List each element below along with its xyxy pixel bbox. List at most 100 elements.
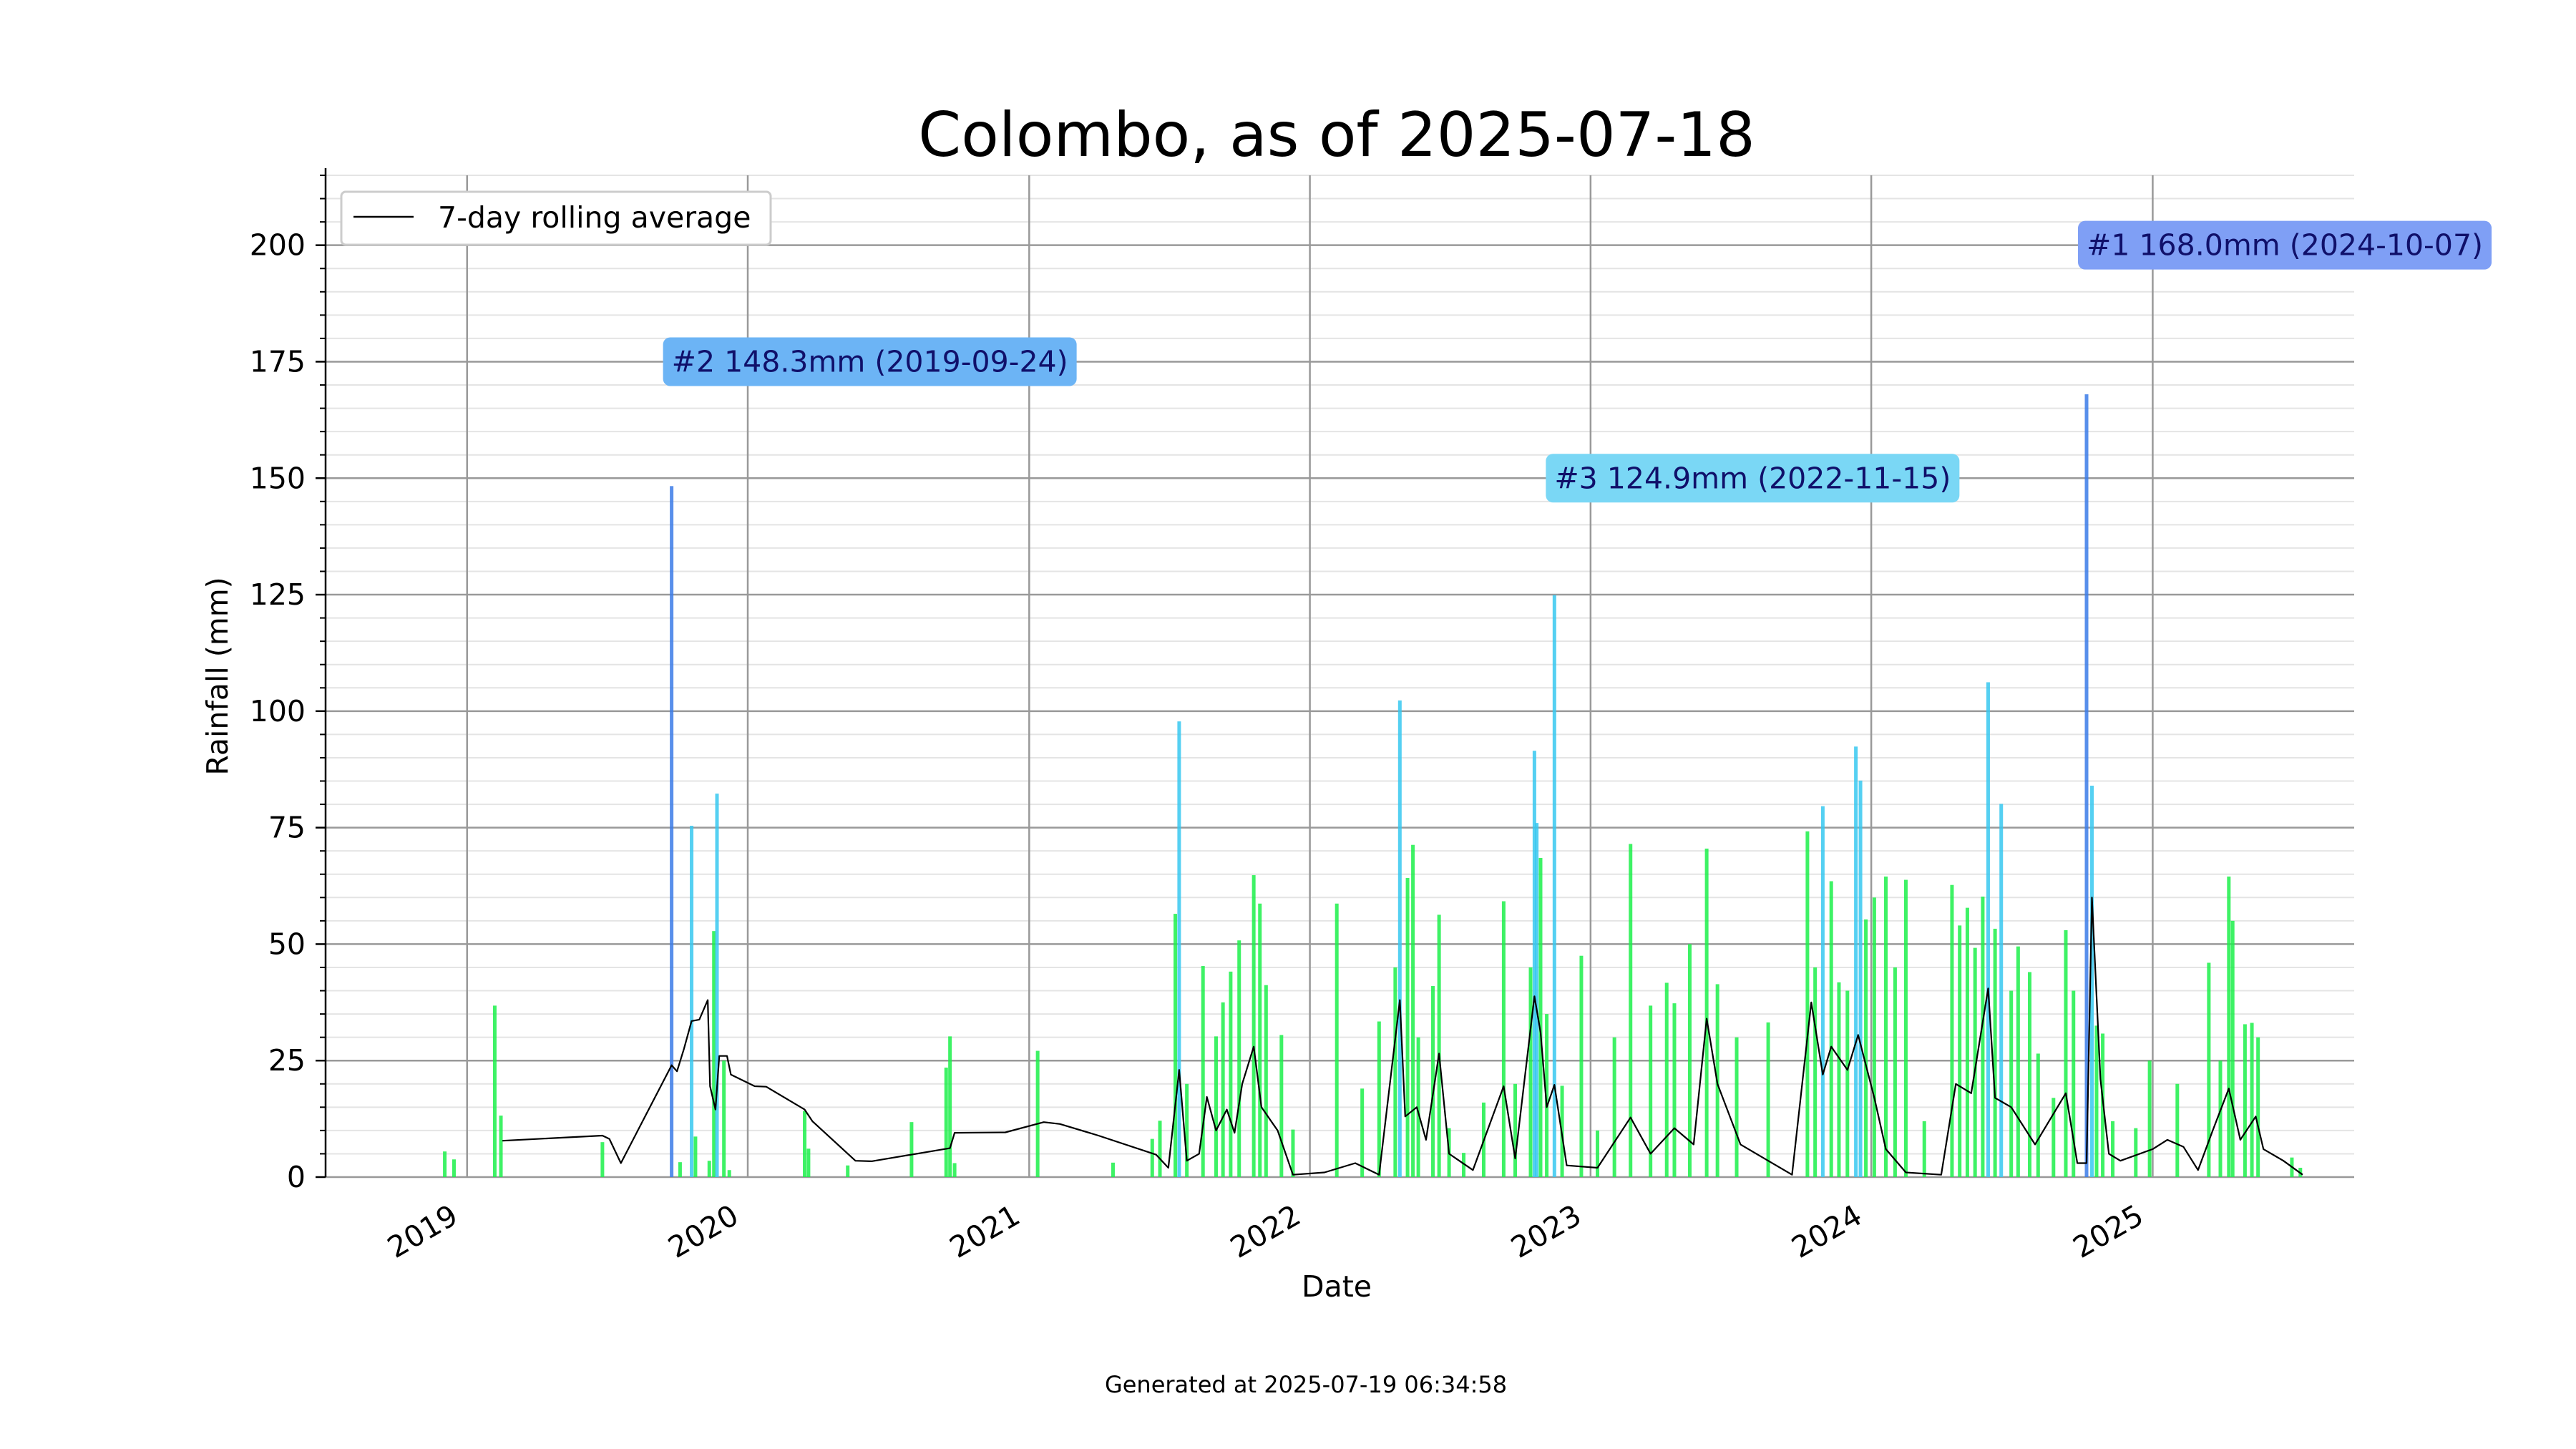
rainfall-bar <box>727 1170 731 1177</box>
rainfall-bar <box>1174 914 1178 1177</box>
chart-title: Colombo, as of 2025-07-18 <box>918 99 1755 171</box>
legend-label-rolling-average: 7-day rolling average <box>438 200 751 235</box>
generated-footer: Generated at 2025-07-19 06:34:58 <box>1105 1371 1507 1398</box>
rainfall-bar <box>1405 877 1410 1177</box>
rainfall-bar <box>1649 1005 1653 1177</box>
rainfall-bar <box>2064 930 2068 1177</box>
rainfall-bar <box>693 1136 698 1177</box>
rainfall-bar <box>1035 1050 1040 1177</box>
top-rainfall-annotations: #1 168.0mm (2024-10-07) #2 148.3mm (2019-… <box>663 220 2492 503</box>
rainfall-bar <box>2036 1053 2040 1177</box>
rainfall-bar <box>1501 901 1506 1177</box>
rainfall-bar <box>1596 1130 1600 1177</box>
rainfall-bar <box>1829 881 1833 1177</box>
rainfall-bar <box>1999 804 2004 1177</box>
rainfall-bar <box>1111 1162 1115 1177</box>
rainfall-bar <box>1528 967 1533 1177</box>
rainfall-bar <box>443 1151 447 1177</box>
rainfall-bar <box>2111 1121 2115 1177</box>
rainfall-bar <box>1579 955 1584 1177</box>
rainfall-bar <box>2227 877 2231 1177</box>
rainfall-bar <box>1360 1088 1365 1177</box>
rainfall-bar <box>1864 919 1868 1177</box>
annotation-2: #2 148.3mm (2019-09-24) <box>663 337 1077 386</box>
rainfall-bar <box>1221 1002 1225 1177</box>
rainfall-bar <box>1922 1121 1926 1177</box>
rainfall-bar <box>1858 780 1863 1177</box>
rainfall-bar <box>715 794 719 1177</box>
rainfall-bar <box>1820 806 1825 1177</box>
rainfall-bar <box>1958 925 1962 1177</box>
minor-gridlines <box>326 175 2354 1155</box>
rainfall-bar <box>1837 982 1841 1177</box>
rainfall-bar <box>1291 1129 1295 1177</box>
rainfall-bar <box>1612 1037 1616 1177</box>
rainfall-bar <box>1893 967 1897 1177</box>
rainfall-bar <box>909 1122 914 1177</box>
rainfall-bar <box>1532 751 1536 1177</box>
rainfall-bar <box>948 1036 952 1177</box>
rainfall-bar <box>2134 1128 2138 1177</box>
rolling-average-series <box>502 897 2303 1176</box>
rainfall-bar <box>600 1142 605 1177</box>
rainfall-bar <box>1545 1014 1549 1177</box>
rainfall-bar <box>1950 884 1954 1177</box>
rainfall-bar <box>944 1067 948 1177</box>
rainfall-bar <box>1766 1022 1770 1177</box>
rainfall-bar <box>1903 879 1908 1177</box>
rainfall-bar <box>722 1060 726 1177</box>
rainfall-bar <box>952 1163 957 1177</box>
rainfall-bar <box>2230 920 2235 1177</box>
annotation-box <box>2078 220 2492 270</box>
rainfall-bar <box>2218 1060 2223 1177</box>
rainfall-bar <box>803 1111 807 1177</box>
rainfall-bar <box>1397 700 1402 1177</box>
y-tick-label: 25 <box>268 1043 306 1078</box>
y-axis-label: Rainfall (mm) <box>200 577 235 775</box>
rainfall-bar <box>1986 682 1990 1177</box>
rainfall-bar <box>2084 394 2089 1177</box>
annotation-box <box>663 337 1077 386</box>
rainfall-bars <box>443 394 2303 1177</box>
rainfall-bar <box>1535 823 1539 1177</box>
rainfall-bar <box>1664 982 1669 1177</box>
y-tick-label: 100 <box>250 694 306 728</box>
rainfall-bar <box>1416 1037 1420 1177</box>
rainfall-bar <box>1264 985 1268 1177</box>
rainfall-bar <box>712 931 716 1177</box>
rainfall-bar <box>1993 928 1997 1177</box>
rainfall-bar <box>1252 875 1256 1177</box>
rainfall-bar <box>1393 967 1397 1177</box>
rainfall-bar <box>1981 897 1985 1177</box>
rainfall-bar <box>1229 971 1233 1177</box>
y-tick-label: 175 <box>250 344 306 379</box>
annotation-label: #1 168.0mm (2024-10-07) <box>2087 228 2483 263</box>
rainfall-bar <box>1462 1153 1466 1177</box>
rainfall-bar <box>2016 946 2020 1177</box>
annotation-box <box>1546 454 1960 503</box>
rainfall-bar <box>670 486 674 1177</box>
annotation-label: #2 148.3mm (2019-09-24) <box>672 344 1068 379</box>
rainfall-bar <box>690 826 694 1177</box>
rainfall-bar <box>2027 972 2031 1177</box>
y-tick-label: 0 <box>287 1160 306 1194</box>
rainfall-bar <box>1158 1121 1162 1177</box>
y-tick-label: 50 <box>268 927 306 961</box>
rainfall-bar <box>2051 1098 2056 1177</box>
rainfall-bar <box>2072 990 2076 1177</box>
y-tick-label: 200 <box>250 228 306 263</box>
rainfall-bar <box>1431 986 1435 1177</box>
y-tick-label: 125 <box>250 577 306 612</box>
rainfall-bar <box>2090 786 2094 1177</box>
rainfall-bar <box>1437 914 1441 1177</box>
rainfall-bar <box>1177 721 1181 1177</box>
rainfall-bar <box>1884 877 1888 1177</box>
rainfall-bar <box>1805 831 1810 1177</box>
rainfall-bar <box>1813 967 1818 1177</box>
rainfall-bar <box>1735 1037 1739 1177</box>
rainfall-bar <box>1845 990 1850 1177</box>
annotation-label: #3 124.9mm (2022-11-15) <box>1554 461 1951 495</box>
rainfall-bar <box>1335 903 1339 1177</box>
rainfall-bar <box>1185 1083 1189 1177</box>
